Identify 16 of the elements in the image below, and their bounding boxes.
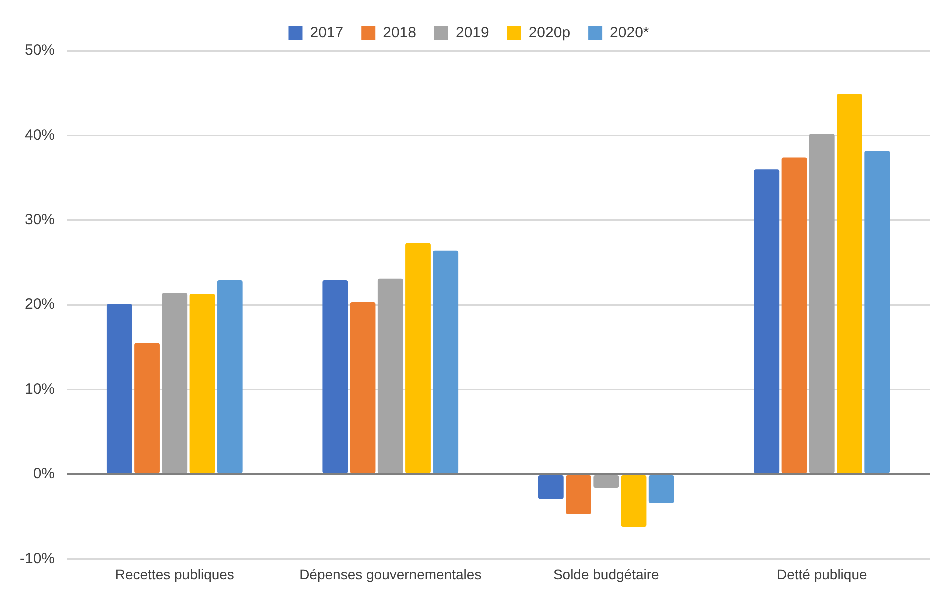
y-tick-label: -10% bbox=[20, 550, 56, 568]
legend-label: 2020p bbox=[528, 24, 571, 42]
y-tick-label: 20% bbox=[24, 296, 56, 314]
y-tick-label: 10% bbox=[24, 380, 56, 398]
legend-label: 2018 bbox=[383, 24, 416, 42]
x-tick-label: Detté publique bbox=[776, 566, 868, 582]
x-tick-label: Dépenses gouvernementales bbox=[300, 566, 482, 582]
x-tick-label: Recettes publiques bbox=[115, 566, 234, 582]
y-tick-label: 0% bbox=[33, 466, 56, 483]
legend-label: 2017 bbox=[310, 24, 344, 42]
y-tick-label: 30% bbox=[24, 212, 56, 229]
y-tick-label: 50% bbox=[24, 42, 56, 60]
y-tick-label: 40% bbox=[24, 126, 56, 144]
legend-label: 2019 bbox=[456, 24, 490, 42]
x-tick-label: Solde budgétaire bbox=[553, 566, 660, 582]
legend-label: 2020* bbox=[610, 24, 650, 42]
